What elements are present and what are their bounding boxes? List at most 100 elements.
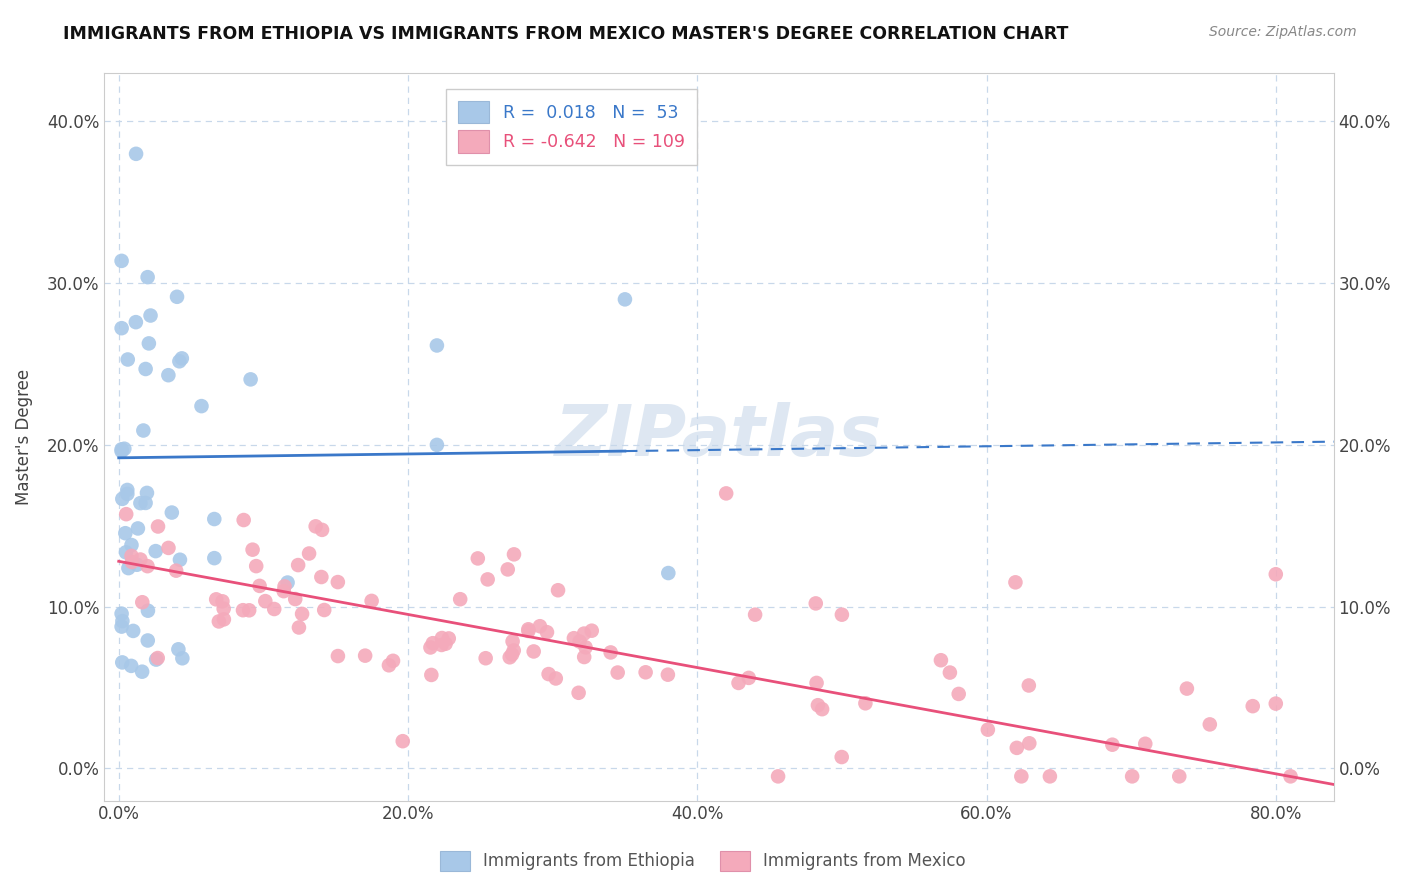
- Point: [738, 671, 761, 685]
- Point: [249, 579, 271, 593]
- Point: [131, 595, 153, 609]
- Point: [1005, 740, 1028, 755]
- Point: [929, 653, 952, 667]
- Point: [239, 372, 262, 386]
- Legend: Immigrants from Ethiopia, Immigrants from Mexico: Immigrants from Ethiopia, Immigrants fro…: [432, 842, 974, 880]
- Point: [422, 636, 444, 650]
- Point: [360, 594, 382, 608]
- Point: [378, 658, 401, 673]
- Point: [122, 624, 145, 638]
- Point: [419, 640, 441, 655]
- Point: [110, 607, 132, 621]
- Point: [657, 667, 679, 681]
- Point: [727, 676, 749, 690]
- Point: [574, 650, 596, 665]
- Point: [110, 444, 132, 458]
- Point: [568, 686, 591, 700]
- Point: [634, 665, 657, 680]
- Point: [112, 442, 135, 456]
- Point: [1241, 699, 1264, 714]
- Point: [426, 338, 449, 352]
- Point: [1168, 769, 1191, 783]
- Point: [474, 651, 496, 665]
- Point: [807, 698, 830, 713]
- Point: [145, 652, 167, 666]
- Point: [111, 321, 134, 335]
- Point: [287, 558, 309, 572]
- Point: [502, 634, 524, 648]
- Point: [562, 631, 585, 645]
- Point: [121, 549, 143, 563]
- Point: [157, 541, 180, 555]
- Point: [127, 521, 149, 535]
- Point: [311, 523, 333, 537]
- Point: [536, 625, 558, 640]
- Point: [212, 612, 235, 626]
- Point: [430, 638, 453, 652]
- Point: [166, 290, 188, 304]
- Point: [948, 687, 970, 701]
- Point: [136, 559, 159, 574]
- Point: [382, 654, 405, 668]
- Point: [1018, 678, 1040, 692]
- Point: [517, 622, 540, 636]
- Point: [121, 555, 143, 569]
- Point: [426, 438, 449, 452]
- Text: Source: ZipAtlas.com: Source: ZipAtlas.com: [1209, 25, 1357, 39]
- Point: [502, 643, 524, 657]
- Point: [1264, 567, 1286, 582]
- Point: [120, 658, 142, 673]
- Point: [568, 634, 591, 648]
- Point: [326, 575, 349, 590]
- Point: [136, 270, 159, 285]
- Point: [160, 506, 183, 520]
- Y-axis label: Master's Degree: Master's Degree: [15, 368, 32, 505]
- Point: [167, 642, 190, 657]
- Point: [129, 496, 152, 510]
- Point: [574, 640, 596, 655]
- Point: [111, 614, 134, 628]
- Point: [132, 424, 155, 438]
- Point: [125, 558, 148, 572]
- Point: [110, 442, 132, 457]
- Point: [202, 512, 225, 526]
- Point: [572, 626, 595, 640]
- Point: [529, 619, 551, 633]
- Point: [115, 545, 138, 559]
- Point: [613, 293, 636, 307]
- Point: [288, 620, 311, 634]
- Point: [172, 651, 194, 665]
- Point: [110, 619, 132, 633]
- Point: [117, 352, 139, 367]
- Point: [135, 496, 157, 510]
- Point: [855, 696, 877, 710]
- Point: [305, 519, 328, 533]
- Point: [110, 253, 132, 268]
- Point: [115, 507, 138, 521]
- Point: [273, 579, 295, 593]
- Point: [205, 592, 228, 607]
- Point: [503, 547, 526, 561]
- Point: [277, 575, 299, 590]
- Point: [298, 547, 321, 561]
- Point: [599, 645, 621, 659]
- Point: [811, 702, 834, 716]
- Point: [238, 603, 260, 617]
- Point: [208, 615, 231, 629]
- Point: [165, 564, 187, 578]
- Point: [170, 351, 193, 366]
- Point: [131, 665, 153, 679]
- Point: [939, 665, 962, 680]
- Point: [136, 604, 159, 618]
- Point: [326, 648, 349, 663]
- Point: [254, 594, 277, 608]
- Point: [714, 486, 737, 500]
- Point: [263, 602, 285, 616]
- Point: [273, 584, 295, 599]
- Point: [501, 648, 523, 662]
- Point: [232, 603, 254, 617]
- Point: [117, 483, 139, 497]
- Point: [135, 362, 157, 376]
- Point: [831, 750, 853, 764]
- Point: [477, 573, 499, 587]
